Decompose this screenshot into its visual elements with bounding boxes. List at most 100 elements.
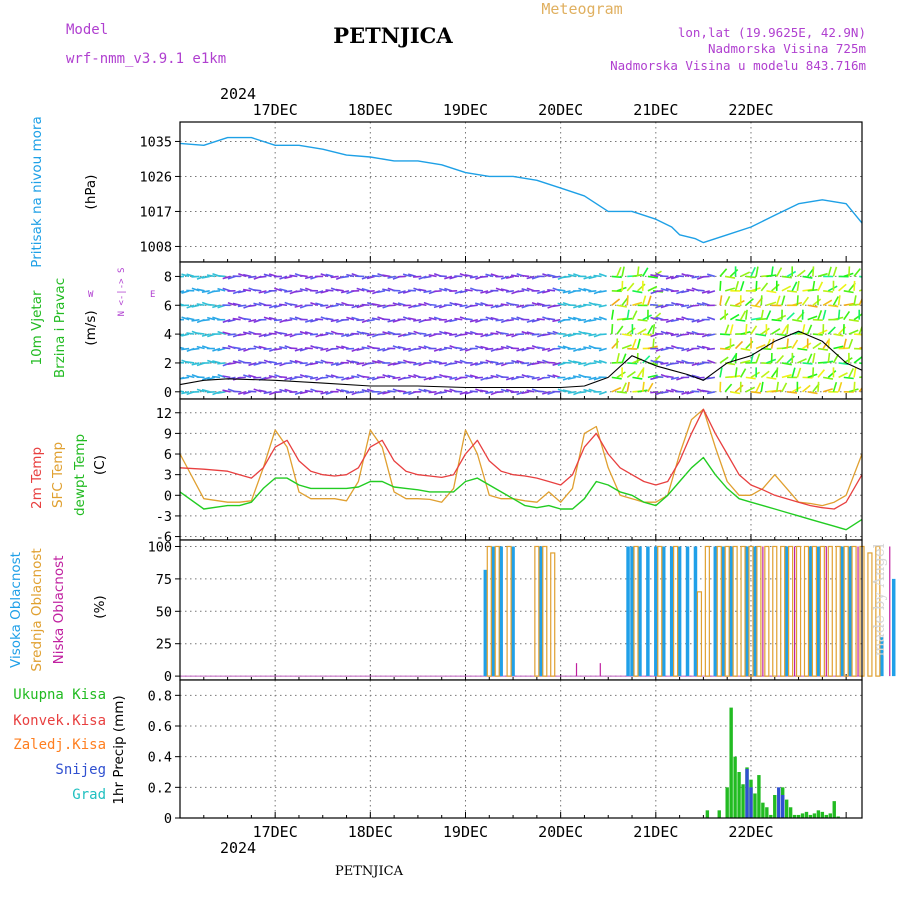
wind-arrow <box>781 325 788 335</box>
wind-arrow <box>691 304 700 307</box>
wind-arrow <box>186 361 195 364</box>
wind-arrow <box>284 376 293 381</box>
wind-arrow <box>459 273 468 278</box>
wind-arrow <box>781 362 792 366</box>
wind-arrow <box>459 391 468 395</box>
wind-arrow <box>315 318 324 321</box>
wind-arrow <box>621 382 627 393</box>
wind-arrow <box>387 362 396 367</box>
wind-arrow <box>562 376 571 381</box>
wind-arrow <box>729 324 734 335</box>
y-tick-label: 6 <box>164 447 172 463</box>
wind-arrow <box>681 304 690 308</box>
wind-arrow <box>500 388 509 393</box>
wind-arrow <box>706 273 716 278</box>
wind-arrow <box>838 362 849 366</box>
wind-arrow <box>541 376 551 379</box>
rain-total-bar <box>733 756 737 818</box>
wind-arrow <box>734 384 744 393</box>
wind-arrow <box>832 296 839 306</box>
wind-arrow <box>279 376 288 379</box>
wind-arrow <box>222 375 231 379</box>
wind-arrow <box>771 283 780 292</box>
rain-total-bar <box>796 814 801 818</box>
cloud-mid-bar <box>748 545 754 677</box>
wind-arrow <box>631 338 637 349</box>
wind-arrow <box>598 304 607 308</box>
wind-arrow <box>567 347 576 350</box>
wind-arrow <box>572 316 582 321</box>
cloud-high-bar <box>654 546 658 677</box>
wind-arrow <box>583 331 592 335</box>
meteogram-label: Meteogram <box>541 0 622 18</box>
wind-arrow <box>248 318 257 323</box>
wind-arrow <box>371 360 381 364</box>
wind-arrow <box>242 288 252 292</box>
wind-arrow <box>765 310 772 321</box>
wind-arrow <box>616 353 620 364</box>
wind-arrow <box>670 362 679 365</box>
wind-arrow <box>842 338 847 349</box>
wind-arrow <box>376 290 386 294</box>
bottom-day-labels: 17DEC 18DEC 19DEC 20DEC 21DEC 22DEC <box>253 823 774 841</box>
wind-arrow <box>474 362 484 366</box>
wind-arrow <box>454 302 463 307</box>
wind-arrow <box>567 333 576 338</box>
cloud-mid-bar <box>716 545 722 677</box>
sfc-temp-line <box>179 408 863 507</box>
wind-arrow <box>760 381 764 392</box>
wind-arrow <box>542 290 551 294</box>
wind-arrow <box>650 390 659 394</box>
wind-arrow <box>423 388 432 393</box>
precip-label-2: Konvek.Kisa <box>13 713 106 729</box>
wind-arrow <box>263 273 272 278</box>
wind-arrow <box>274 287 283 292</box>
wind-arrow <box>227 362 236 365</box>
wind-arrow <box>696 302 705 307</box>
wind-arrow <box>454 317 463 321</box>
wind-arrow <box>510 274 520 278</box>
wind-arrow <box>516 304 525 308</box>
wind-arrow <box>734 367 738 378</box>
wind-arrow <box>770 368 779 378</box>
wind-arrow <box>660 287 669 292</box>
wind-arrow <box>449 362 458 365</box>
wind-arrow <box>340 275 350 279</box>
wind-arrow <box>397 345 406 350</box>
wind-arrow <box>696 362 705 366</box>
wind-arrow <box>786 338 789 349</box>
wind-arrow <box>325 273 334 278</box>
wind-arrow <box>454 360 463 364</box>
wind-arrow <box>766 290 777 294</box>
wind-arrow <box>626 327 636 335</box>
cloud-mid-bar <box>550 552 556 677</box>
wind-arrow <box>377 304 386 308</box>
wind-arrow <box>217 330 226 335</box>
wind-arrow <box>812 352 816 364</box>
wind-arrow <box>212 290 221 293</box>
y-tick-label: 1017 <box>139 204 172 220</box>
wind-arrow <box>444 318 453 324</box>
top-day-labels: 17DEC 18DEC 19DEC 20DEC 21DEC 22DEC <box>253 101 774 119</box>
wind-arrow <box>433 375 442 379</box>
wind-arrow <box>567 376 576 380</box>
y-tick-label: 8 <box>164 269 172 285</box>
cloud-low-bar <box>857 546 859 677</box>
wind-arrow <box>706 333 716 337</box>
wind-arrow <box>583 275 592 280</box>
wind-arrow <box>593 274 602 278</box>
wind-arrow <box>701 290 710 294</box>
wind-arrow <box>505 333 515 337</box>
cloud-mid-bar <box>704 545 710 677</box>
wind-arrow <box>547 273 556 278</box>
wind-arrow <box>567 273 576 278</box>
wind-arrow <box>464 274 473 278</box>
wind-arrow <box>495 362 504 366</box>
wind-arrow <box>181 347 190 351</box>
wind-arrow <box>490 374 499 379</box>
wind-arrow <box>253 362 262 366</box>
wind-arrow <box>315 302 324 307</box>
cloud-high-bar <box>685 546 690 677</box>
rain-total-bar <box>812 813 817 818</box>
cloud-high-bar <box>891 578 896 677</box>
